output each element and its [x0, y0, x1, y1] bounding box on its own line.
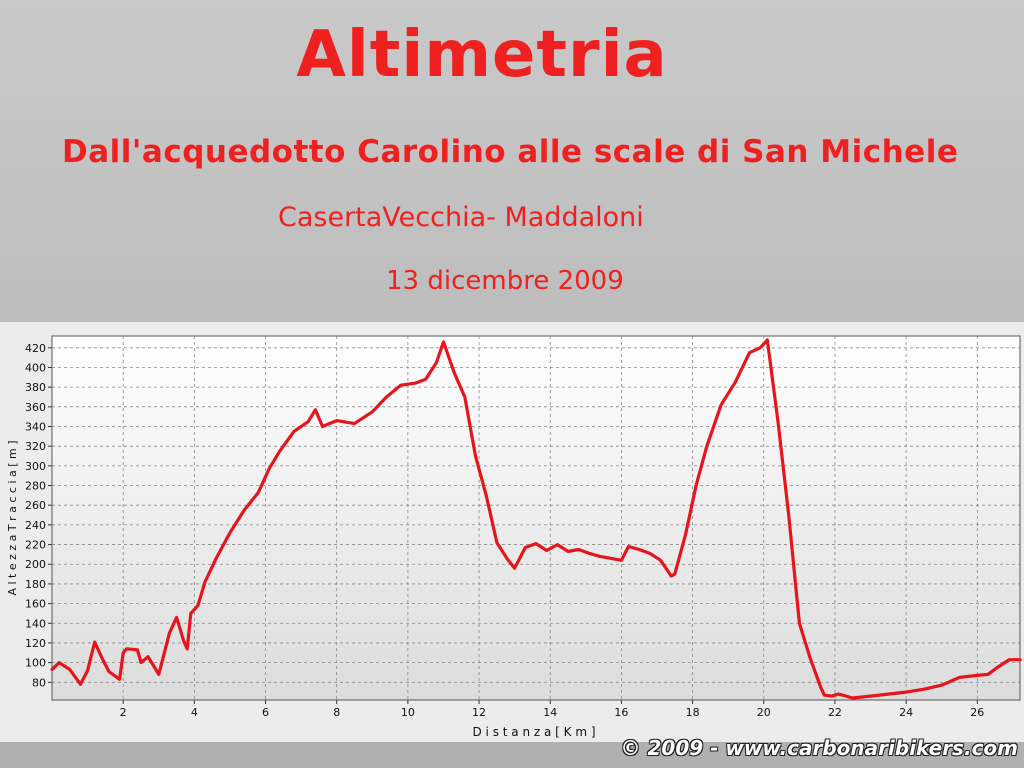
- y-tick-label: 300: [25, 460, 46, 473]
- grid-lines: [52, 336, 1020, 700]
- route-date: 13 dicembre 2009: [386, 266, 624, 296]
- x-tick-label: 6: [262, 706, 269, 719]
- y-tick-label: 360: [25, 401, 46, 414]
- x-tick-label: 2: [120, 706, 127, 719]
- y-tick-label: 340: [25, 421, 46, 434]
- x-tick-label: 18: [686, 706, 700, 719]
- x-tick-label: 8: [333, 706, 340, 719]
- y-axis-ticks: 80 100 120 140 160 180 200 220 240 260 280 300 320 34…: [25, 342, 52, 689]
- y-tick-label: 280: [25, 480, 46, 493]
- elevation-chart: 8010012014016018020022024026028030032034…: [0, 322, 1024, 742]
- y-tick-label: 140: [25, 617, 46, 630]
- route-subtitle: Dall'acquedotto Carolino alle scale di S…: [62, 134, 959, 170]
- y-tick-label: 100: [25, 657, 46, 670]
- y-tick-label: 220: [25, 539, 46, 552]
- copyright-footer: © 2009 - www.carbonaribikers.com: [620, 736, 1018, 760]
- x-tick-label: 4: [191, 706, 198, 719]
- x-tick-label: 22: [828, 706, 842, 719]
- page-title: Altimetria: [296, 18, 668, 92]
- y-tick-label: 320: [25, 440, 46, 453]
- y-tick-label: 240: [25, 519, 46, 532]
- y-tick-label: 380: [25, 381, 46, 394]
- route-places: CasertaVecchia- Maddaloni: [278, 202, 644, 233]
- y-axis-label: A l t e z z a T r a c c i a [ m ]: [6, 440, 19, 595]
- x-tick-label: 10: [401, 706, 415, 719]
- x-tick-label: 20: [757, 706, 771, 719]
- y-tick-label: 180: [25, 578, 46, 591]
- x-axis-ticks: 2 4 6 8 10 12 14 16 18 20 22 24 26: [120, 700, 984, 719]
- x-tick-label: 24: [899, 706, 913, 719]
- y-tick-label: 80: [32, 676, 46, 689]
- x-tick-label: 14: [543, 706, 557, 719]
- y-tick-label: 160: [25, 598, 46, 611]
- elevation-line: [50, 338, 1022, 700]
- x-tick-label: 16: [614, 706, 628, 719]
- y-tick-label: 120: [25, 637, 46, 650]
- x-tick-label: 12: [472, 706, 486, 719]
- plot-area: [51, 335, 1021, 701]
- x-axis-label: D i s t a n z a [ K m ]: [472, 725, 595, 739]
- x-tick-label: 26: [970, 706, 984, 719]
- y-tick-label: 200: [25, 558, 46, 571]
- y-tick-label: 400: [25, 361, 46, 374]
- y-tick-label: 420: [25, 342, 46, 355]
- y-tick-label: 260: [25, 499, 46, 512]
